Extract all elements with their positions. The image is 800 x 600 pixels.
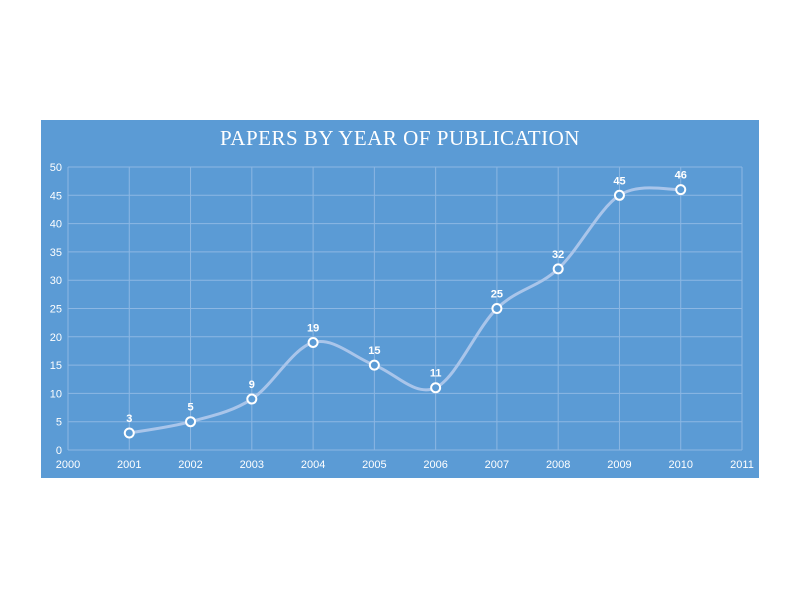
y-tick-label: 50 bbox=[50, 162, 62, 174]
x-tick-label: 2004 bbox=[301, 459, 325, 471]
x-tick-label: 2007 bbox=[485, 459, 509, 471]
data-label: 46 bbox=[675, 170, 687, 182]
data-point bbox=[307, 336, 319, 348]
y-tick-label: 15 bbox=[50, 360, 62, 372]
y-tick-label: 5 bbox=[56, 417, 62, 429]
data-point bbox=[613, 189, 625, 201]
data-point bbox=[123, 427, 135, 439]
series-layer bbox=[123, 184, 687, 439]
x-tick-label: 2010 bbox=[668, 459, 692, 471]
y-tick-label: 25 bbox=[50, 304, 62, 316]
x-tick-label: 2011 bbox=[730, 459, 754, 471]
data-point bbox=[185, 416, 197, 428]
data-label: 45 bbox=[613, 175, 625, 187]
y-tick-label: 20 bbox=[50, 332, 62, 344]
gridlines bbox=[67, 166, 743, 451]
data-label: 5 bbox=[187, 402, 193, 414]
data-point bbox=[552, 263, 564, 275]
data-point bbox=[675, 184, 687, 196]
data-label: 9 bbox=[249, 379, 255, 391]
x-tick-label: 2008 bbox=[546, 459, 570, 471]
y-tick-label: 30 bbox=[50, 275, 62, 287]
chart-panel: PAPERS BY YEAR OF PUBLICATION 0 5 10 15 20 25… bbox=[41, 120, 759, 478]
x-tick-label: 2009 bbox=[607, 459, 631, 471]
data-point bbox=[368, 359, 380, 371]
data-point bbox=[430, 382, 442, 394]
data-label: 11 bbox=[430, 368, 442, 380]
y-tick-label: 35 bbox=[50, 247, 62, 259]
x-tick-label: 2001 bbox=[117, 459, 141, 471]
x-tick-label: 2002 bbox=[178, 459, 202, 471]
y-tick-label: 0 bbox=[56, 445, 62, 457]
data-label: 15 bbox=[368, 345, 380, 357]
chart-title: PAPERS BY YEAR OF PUBLICATION bbox=[220, 126, 580, 150]
x-tick-label: 2006 bbox=[423, 459, 447, 471]
data-label: 25 bbox=[491, 289, 503, 301]
data-label: 3 bbox=[126, 413, 132, 425]
y-tick-label: 10 bbox=[50, 388, 62, 400]
data-labels: 3 5 9 19 15 11 25 32 45 46 bbox=[126, 170, 687, 425]
x-tick-label: 2005 bbox=[362, 459, 386, 471]
data-label: 19 bbox=[307, 322, 319, 334]
data-label: 32 bbox=[552, 249, 564, 261]
x-tick-label: 2000 bbox=[56, 459, 80, 471]
x-tick-label: 2003 bbox=[240, 459, 264, 471]
y-tick-label: 40 bbox=[50, 219, 62, 231]
data-point bbox=[491, 303, 503, 314]
data-point bbox=[246, 393, 258, 405]
series-line bbox=[127, 186, 683, 435]
y-tick-label: 45 bbox=[50, 190, 62, 202]
